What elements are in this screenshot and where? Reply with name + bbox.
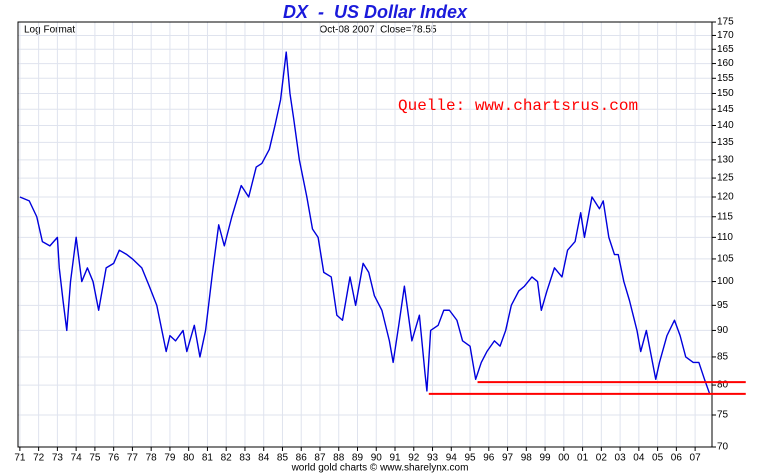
x-tick-label: 05 [652,453,664,464]
x-tick-label: 96 [483,453,495,464]
y-tick-label: 145 [717,104,734,115]
y-tick-label: 140 [717,120,734,131]
x-tick-label: 87 [314,453,326,464]
x-tick-label: 04 [633,453,645,464]
x-tick-label: 77 [127,453,139,464]
x-tick-label: 78 [146,453,158,464]
y-tick-label: 160 [717,58,734,69]
y-tick-label: 150 [717,88,734,99]
x-tick-label: 07 [690,453,702,464]
x-tick-label: 88 [333,453,345,464]
subtitle-left: Log Format [24,25,75,36]
x-tick-label: 81 [202,453,214,464]
x-tick-label: 93 [427,453,439,464]
y-tick-label: 125 [717,173,734,184]
x-tick-label: 91 [389,453,401,464]
y-tick-label: 170 [717,30,734,41]
y-tick-label: 100 [717,276,734,287]
x-tick-label: 95 [464,453,476,464]
price-line [19,51,711,394]
x-tick-label: 94 [446,453,458,464]
x-tick-label: 73 [52,453,64,464]
y-tick-label: 165 [717,44,734,55]
x-tick-label: 75 [89,453,101,464]
x-tick-label: 02 [596,453,608,464]
y-tick-label: 80 [717,380,729,391]
subtitle-center: Oct-08 2007 Close=78.55 [319,25,436,36]
y-tick-label: 105 [717,254,734,265]
annotation: Quelle: www.chartsrus.com [398,97,638,115]
y-tick-label: 110 [717,232,733,243]
x-tick-label: 86 [296,453,308,464]
x-tick-label: 72 [33,453,45,464]
y-tick-label: 90 [717,325,729,336]
grid [18,21,716,451]
x-tick-label: 84 [258,453,270,464]
x-tick-label: 01 [577,453,589,464]
x-tick-label: 89 [352,453,364,464]
x-tick-label: 98 [521,453,533,464]
plot [19,51,711,394]
x-tick-label: 82 [221,453,233,464]
x-tick-label: 76 [108,453,120,464]
plot-frame [17,21,713,448]
y-tick-label: 70 [717,442,729,453]
x-tick-label: 79 [164,453,176,464]
x-tick-label: 74 [71,453,83,464]
y-tick-label: 115 [717,211,733,222]
chart-title: DX - US Dollar Index [283,2,468,22]
y-tick-label: 135 [717,137,734,148]
x-tick-label: 00 [558,453,570,464]
x-tick-label: 06 [671,453,683,464]
y-tick-label: 85 [717,352,729,363]
x-tick-label: 03 [615,453,627,464]
y-tick-label: 75 [717,410,729,421]
x-tick-label: 85 [277,453,289,464]
footer: world gold charts © www.sharelynx.com [291,463,469,474]
y-tick-label: 175 [717,17,734,28]
x-tick-label: 71 [14,453,26,464]
x-tick-label: 80 [183,453,195,464]
x-tick-label: 97 [502,453,514,464]
y-tick-label: 130 [717,155,734,166]
x-tick-label: 99 [540,453,552,464]
x-tick-label: 90 [371,453,383,464]
x-tick-label: 92 [408,453,420,464]
y-tick-label: 155 [717,73,734,84]
y-tick-label: 95 [717,300,729,311]
y-tick-label: 120 [717,192,734,203]
x-tick-label: 83 [239,453,251,464]
